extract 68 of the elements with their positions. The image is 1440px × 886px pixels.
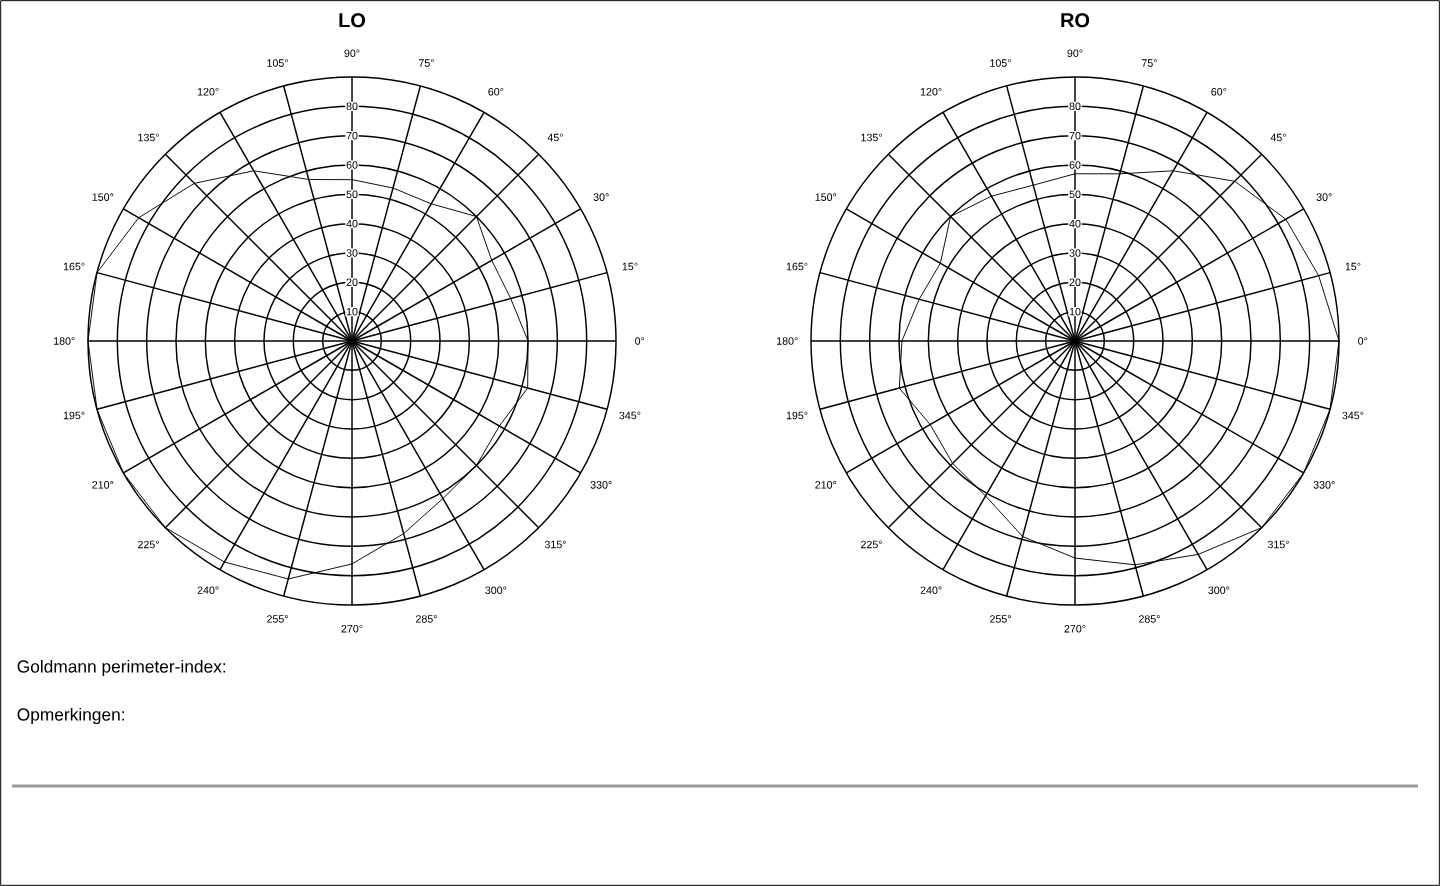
spoke-label: 180° xyxy=(777,337,798,345)
y-tick-label: 50 xyxy=(346,190,358,199)
spoke-label: 150° xyxy=(815,193,837,201)
spoke-label: 300° xyxy=(1208,586,1230,594)
spoke-label: 15° xyxy=(1345,262,1361,271)
spoke-label: 135° xyxy=(138,133,159,142)
y-tick-label: 60 xyxy=(346,161,358,169)
spoke-label: 240° xyxy=(920,586,942,594)
spoke-label: 225° xyxy=(861,540,882,549)
spoke-label: 90° xyxy=(1067,49,1083,58)
spoke-label: 165° xyxy=(786,262,808,271)
spoke-label: 285° xyxy=(1138,615,1160,623)
y-tick-label: 30 xyxy=(1069,249,1081,257)
spoke-label: 30° xyxy=(593,193,609,201)
y-tick-label: 20 xyxy=(346,278,358,287)
spoke-label: 60° xyxy=(1211,88,1227,96)
spoke-label: 90° xyxy=(344,49,360,58)
spoke-label: 315° xyxy=(544,540,566,549)
y-tick-label: 10 xyxy=(346,307,358,316)
y-tick-label: 10 xyxy=(1069,307,1081,316)
spoke-label: 0° xyxy=(1358,337,1368,345)
spoke-label: 255° xyxy=(990,615,1011,623)
y-tick-label: 20 xyxy=(1069,278,1081,287)
y-tick-label: 70 xyxy=(1069,131,1081,140)
y-tick-label: 70 xyxy=(346,131,358,140)
text: Goldmann perimeter-index: xyxy=(17,659,226,677)
spoke-label: 150° xyxy=(92,193,114,201)
spoke-label: 60° xyxy=(488,88,504,96)
spoke-label: 30° xyxy=(1316,193,1332,201)
y-tick-label: 30 xyxy=(346,249,358,257)
chart-title: RO xyxy=(1061,13,1090,28)
spoke-label: 75° xyxy=(1141,59,1157,67)
y-tick-label: 80 xyxy=(346,102,358,111)
spoke-label: 135° xyxy=(861,133,882,142)
spoke-label: 225° xyxy=(138,540,159,549)
spoke-label: 105° xyxy=(267,59,288,67)
spoke-label: 195° xyxy=(63,411,85,420)
spoke-label: 195° xyxy=(786,411,808,420)
y-tick-label: 80 xyxy=(1069,102,1081,111)
y-tick-label: 40 xyxy=(346,219,358,228)
spoke-label: 255° xyxy=(267,615,288,623)
spoke-label: 345° xyxy=(1342,411,1364,420)
spoke-label: 270° xyxy=(1064,624,1086,633)
spoke-label: 345° xyxy=(619,411,641,420)
chart-title: LO xyxy=(339,13,366,28)
spoke-label: 165° xyxy=(63,262,85,271)
spoke-label: 45° xyxy=(547,133,563,142)
spoke-label: 15° xyxy=(622,262,638,271)
spoke-label: 240° xyxy=(197,586,219,594)
y-tick-label: 50 xyxy=(1069,190,1081,199)
spoke-label: 45° xyxy=(1270,133,1286,142)
spoke-label: 210° xyxy=(92,481,114,489)
y-tick-label: 60 xyxy=(1069,161,1081,169)
spoke-label: 210° xyxy=(815,481,837,489)
spoke-label: 315° xyxy=(1267,540,1289,549)
spoke-label: 330° xyxy=(590,481,612,489)
spoke-label: 270° xyxy=(341,624,363,633)
spoke-label: 75° xyxy=(418,59,434,67)
spoke-label: 285° xyxy=(416,615,437,623)
spoke-label: 105° xyxy=(990,59,1011,67)
spoke-label: 330° xyxy=(1313,481,1335,489)
spoke-label: 120° xyxy=(197,88,219,96)
text: Opmerkingen: xyxy=(17,707,124,725)
spoke-label: 300° xyxy=(485,586,507,594)
spoke-label: 0° xyxy=(635,337,645,345)
spoke-label: 180° xyxy=(54,337,75,345)
spoke-label: 120° xyxy=(920,88,942,96)
y-tick-label: 40 xyxy=(1069,219,1081,228)
